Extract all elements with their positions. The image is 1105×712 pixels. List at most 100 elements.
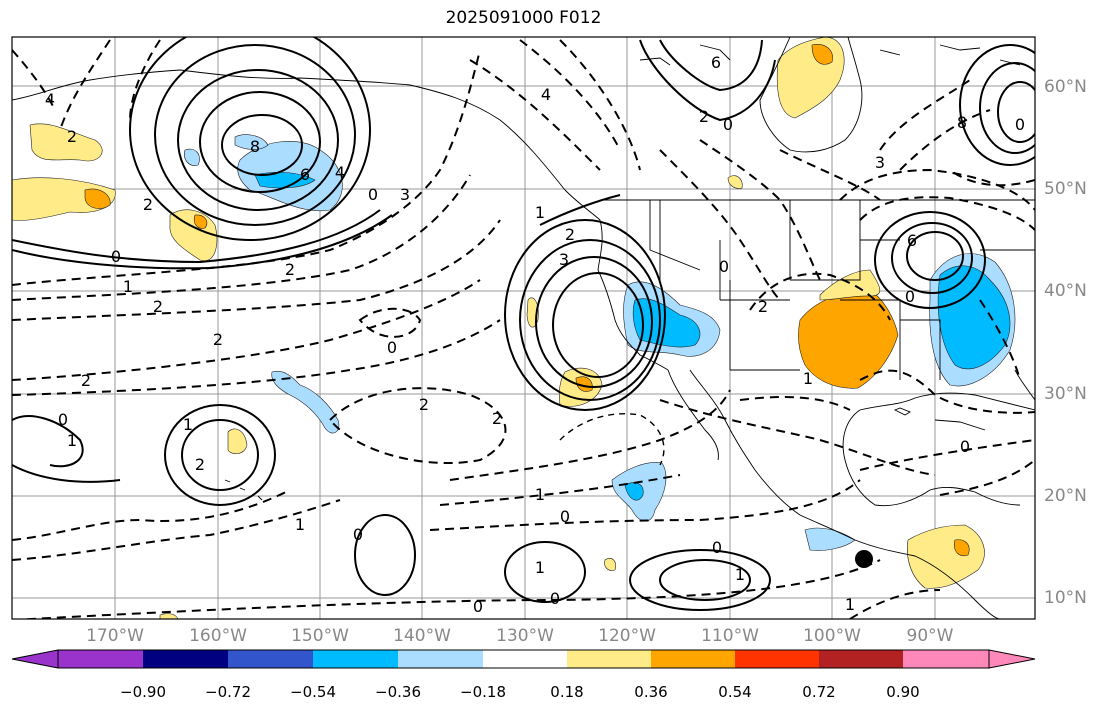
contour-label: 2 — [81, 371, 91, 390]
lat-label: 10°N — [1044, 588, 1087, 608]
thin-contours — [559, 413, 665, 466]
contour-label: 4 — [45, 90, 55, 109]
contour-label: 0 — [111, 247, 121, 266]
colorbar-frame — [57, 649, 990, 669]
contour-label: 0 — [58, 410, 68, 429]
contour-label: 0 — [723, 115, 733, 134]
colorbar-tick-label: −0.36 — [375, 683, 421, 701]
state-border-2 — [649, 200, 1035, 380]
colorbar-tick-label: 0.72 — [802, 683, 836, 701]
colorbar — [11, 649, 1036, 669]
contour-label: 1 — [535, 558, 545, 577]
contour-label: 2 — [492, 409, 502, 428]
shade-orange-hudson-bay — [811, 44, 833, 65]
shade-blue-mexico-pacific — [624, 482, 644, 501]
colorbar-tick-label: 0.90 — [886, 683, 920, 701]
contour-label: 3 — [559, 250, 569, 269]
contour-label: 6 — [711, 53, 721, 72]
contour-label: 0 — [1015, 115, 1025, 134]
lat-label: 60°N — [1044, 77, 1087, 97]
shade-yellow-southern-plains-edge — [819, 269, 881, 301]
gulf-coast — [842, 392, 1035, 507]
colorbar-tick-label: −0.54 — [290, 683, 336, 701]
contour-label: 0 — [712, 538, 722, 557]
colorbar-bin — [903, 650, 989, 668]
contour-label: 8 — [250, 137, 260, 156]
lon-label: 130°W — [496, 626, 554, 646]
lat-label: 50°N — [1044, 179, 1087, 199]
contour-label: 1 — [183, 415, 193, 434]
contour-label: 4 — [335, 163, 345, 182]
contour-label: 0 — [368, 185, 378, 204]
contour-label: 2 — [699, 107, 709, 126]
shade-yellow-bottom — [159, 613, 179, 619]
lon-label: 100°W — [803, 626, 861, 646]
coastlines — [12, 37, 1035, 619]
contour-label: 1 — [535, 203, 545, 222]
contour-label: 6 — [300, 165, 310, 184]
alaska-coast — [12, 69, 601, 221]
shade-blue-southeast — [937, 265, 1011, 370]
colorbar-bin — [651, 650, 735, 668]
contour-label: 0 — [960, 437, 970, 456]
shade-yellow-hawaii — [227, 428, 248, 454]
cuba — [893, 407, 986, 431]
colorbar-tick-label: 0.18 — [550, 683, 584, 701]
baja-california — [667, 369, 756, 471]
hudson-bay — [759, 37, 863, 153]
contour-label: 1 — [735, 565, 745, 584]
contour-label: 3 — [400, 185, 410, 204]
shade-yellow-south-small — [604, 558, 617, 571]
colorbar-bin — [228, 650, 313, 668]
colorbar-tick-label: −0.18 — [460, 683, 506, 701]
colorbar-extend-left — [11, 649, 59, 669]
colorbar-bin — [398, 650, 483, 668]
contour-label: 0 — [719, 257, 729, 276]
contour-label: 2 — [419, 395, 429, 414]
contour-label: 3 — [875, 153, 885, 172]
lat-label: 40°N — [1044, 281, 1087, 301]
colorbar-tick-label: 0.36 — [634, 683, 668, 701]
shade-yellow-alaska-west — [29, 123, 103, 162]
shade-yellow-central-america — [907, 524, 985, 589]
map-frame — [11, 36, 1036, 620]
map-title: 2025091000 F012 — [445, 8, 602, 28]
contour-label: 0 — [387, 338, 397, 357]
contour-label: 0 — [473, 597, 483, 616]
mexico-pacific-coast — [754, 469, 1001, 619]
lon-label: 160°W — [189, 626, 247, 646]
colorbar-bin — [735, 650, 819, 668]
contour-label: 2 — [195, 455, 205, 474]
contour-label: 0 — [905, 287, 915, 306]
shade-blue-gulf — [254, 171, 316, 189]
contour-label: 2 — [143, 195, 153, 214]
contour-label: 1 — [845, 595, 855, 614]
shade-orange-north-pacific — [193, 214, 208, 229]
contour-label: 1 — [295, 515, 305, 534]
shade-orange-central-america — [954, 539, 970, 557]
colorbar-bin — [143, 650, 228, 668]
colorbar-extend-right — [988, 649, 1036, 669]
west-coast-canada — [597, 219, 603, 271]
shade-orange-southern-plains — [798, 289, 899, 389]
shade-blue-southwest — [632, 298, 701, 348]
contour-label: 4 — [541, 85, 551, 104]
lon-label: 170°W — [86, 626, 144, 646]
contour-label: 1 — [535, 485, 545, 504]
florida — [1014, 369, 1035, 401]
contour-label: 0 — [560, 507, 570, 526]
colorbar-bin — [58, 650, 143, 668]
contour-label: 2 — [213, 330, 223, 349]
colorbar-tick-label: 0.54 — [718, 683, 752, 701]
contour-label: 2 — [758, 297, 768, 316]
lon-label: 150°W — [291, 626, 349, 646]
lon-label: 120°W — [598, 626, 656, 646]
canadian-islands — [639, 44, 1021, 66]
shade-orange-baja-offshore — [575, 376, 593, 392]
colorbar-bin — [483, 650, 567, 668]
lat-label: 20°N — [1044, 486, 1087, 506]
contour-label: 1 — [67, 431, 77, 450]
contour-label: 2 — [285, 260, 295, 279]
contour-label: 0 — [550, 589, 560, 608]
